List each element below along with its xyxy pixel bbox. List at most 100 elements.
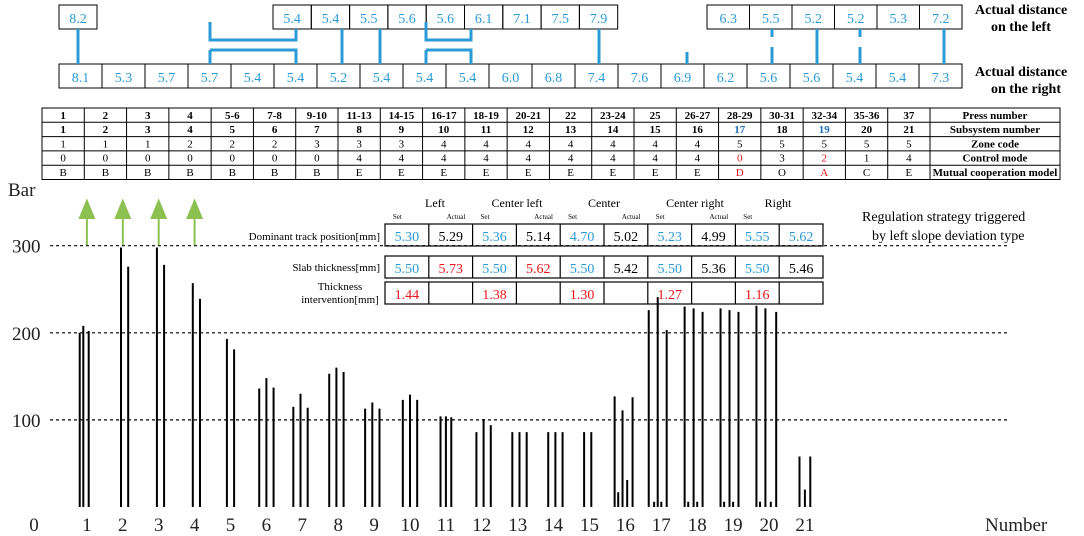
x-tick-label: 10 bbox=[401, 515, 420, 536]
x-tick-label: 7 bbox=[298, 515, 308, 536]
table-cell: 5 bbox=[822, 138, 828, 150]
right-distance-value: 6.2 bbox=[717, 71, 735, 86]
right-distance-value: 6.8 bbox=[545, 71, 563, 86]
table-cell: 14 bbox=[607, 124, 619, 136]
table-cell: 1 bbox=[60, 110, 66, 122]
x-tick-label: 21 bbox=[795, 515, 814, 536]
right-distance-value: 5.7 bbox=[201, 71, 219, 86]
table-cell: 19 bbox=[819, 124, 831, 136]
left-distance-value: 5.5 bbox=[762, 12, 780, 27]
regulation-value: 1.38 bbox=[482, 288, 507, 303]
table-cell: 0 bbox=[145, 153, 151, 165]
table-cell: 2 bbox=[822, 153, 828, 165]
regulation-value: 1.30 bbox=[570, 288, 595, 303]
regulation-value: 5.30 bbox=[395, 230, 420, 245]
zone-header: Center bbox=[588, 196, 620, 210]
table-cell: 4 bbox=[187, 124, 193, 136]
right-distance-value: 5.7 bbox=[158, 71, 176, 86]
left-distance-value: 5.4 bbox=[283, 12, 301, 27]
set-subheader: Set bbox=[656, 213, 665, 221]
table-cell: 18-19 bbox=[473, 110, 499, 122]
regulation-value: 4.99 bbox=[701, 230, 726, 245]
regulation-value: 5.55 bbox=[745, 230, 770, 245]
right-distance-value: 5.4 bbox=[459, 71, 477, 86]
regulation-value: 1.44 bbox=[395, 288, 420, 303]
left-distance-cell bbox=[919, 4, 963, 30]
table-cell: 4 bbox=[652, 138, 658, 150]
table-cell: 2 bbox=[230, 138, 236, 150]
table-cell: 0 bbox=[272, 153, 278, 165]
left-distance-value: 5.6 bbox=[398, 12, 416, 27]
table-cell: 22 bbox=[565, 110, 577, 122]
table-cell: O bbox=[778, 167, 786, 179]
y-tick-label: 100 bbox=[12, 411, 41, 432]
left-distance-value: 5.6 bbox=[437, 12, 455, 27]
table-cell: 2 bbox=[272, 138, 278, 150]
left-distance-label-2: on the left bbox=[991, 20, 1051, 35]
regulation-note-1: Regulation strategy triggered bbox=[862, 210, 1025, 225]
zone-header: Left bbox=[425, 196, 446, 210]
x-tick-label: 14 bbox=[544, 515, 564, 536]
table-cell: 4 bbox=[526, 153, 532, 165]
table-cell: 9-10 bbox=[307, 110, 328, 122]
regulation-value: 5.42 bbox=[614, 262, 639, 277]
table-cell: 28-29 bbox=[727, 110, 753, 122]
table-cell: 1 bbox=[145, 138, 151, 150]
intervention-label: intervention[mm] bbox=[301, 294, 379, 306]
table-cell: 4 bbox=[526, 138, 532, 150]
up-arrow-icon bbox=[78, 198, 96, 245]
left-distance-value: 6.3 bbox=[720, 12, 738, 27]
x-tick-label: 15 bbox=[580, 515, 599, 536]
table-cell: E bbox=[356, 167, 363, 179]
table-cell: 4 bbox=[483, 138, 489, 150]
table-cell: B bbox=[102, 167, 109, 179]
regulation-value: 5.02 bbox=[614, 230, 639, 245]
table-cell: 1 bbox=[103, 138, 109, 150]
table-cell: 3 bbox=[356, 138, 362, 150]
table-row-label: Zone code bbox=[971, 138, 1019, 150]
right-distance-value: 5.4 bbox=[889, 71, 907, 86]
table-cell: 3 bbox=[145, 124, 151, 136]
right-distance-value: 5.2 bbox=[330, 71, 348, 86]
right-distance-value: 7.3 bbox=[932, 71, 950, 86]
right-distance-label-1: Actual distance bbox=[975, 65, 1067, 80]
table-cell: 1 bbox=[864, 153, 870, 165]
slab-thickness-label: Slab thickness[mm] bbox=[292, 262, 380, 274]
regulation-value: 5.29 bbox=[438, 230, 463, 245]
table-cell: 7-8 bbox=[267, 110, 282, 122]
table-cell: 9 bbox=[399, 124, 405, 136]
table-cell: 35-36 bbox=[854, 110, 880, 122]
table-cell: C bbox=[863, 167, 870, 179]
table-cell: 20-21 bbox=[515, 110, 541, 122]
right-distance-value: 6.9 bbox=[674, 71, 692, 86]
set-subheader: Set bbox=[393, 213, 402, 221]
actual-distance-rows: 8.2 5.4 5.4 5.5 5.6 5.6 6.1 7.1 7.5 7.9 6.3 5.5 5.2 5… bbox=[58, 4, 963, 89]
table-cell: 4 bbox=[906, 153, 912, 165]
regulation-value: 4.70 bbox=[570, 230, 595, 245]
distance-connector bbox=[208, 22, 298, 42]
table-cell: 23-24 bbox=[600, 110, 626, 122]
up-arrow-icon bbox=[150, 198, 168, 245]
x-tick-label: 1 bbox=[82, 515, 92, 536]
table-cell: 1 bbox=[60, 138, 66, 150]
x-tick-label: 8 bbox=[333, 515, 343, 536]
table-cell: 4 bbox=[695, 153, 701, 165]
regulation-value: 5.50 bbox=[570, 262, 595, 277]
x-tick-label: 20 bbox=[760, 515, 779, 536]
table-row-label: Mutual cooperation model bbox=[933, 167, 1058, 179]
table-cell: 3 bbox=[145, 110, 151, 122]
table-cell: 5 bbox=[864, 138, 870, 150]
right-distance-value: 5.4 bbox=[416, 71, 434, 86]
left-distance-value: 5.4 bbox=[322, 12, 340, 27]
table-cell: 0 bbox=[230, 153, 236, 165]
regulation-value: 5.50 bbox=[745, 262, 770, 277]
regulation-value: 5.50 bbox=[395, 262, 420, 277]
table-cell: 4 bbox=[187, 110, 193, 122]
table-row-label: Control mode bbox=[963, 153, 1028, 165]
y-tick-label: 200 bbox=[12, 324, 41, 345]
right-distance-value: 5.4 bbox=[846, 71, 864, 86]
table-cell: E bbox=[609, 167, 616, 179]
table-cell: 4 bbox=[568, 153, 574, 165]
x-tick-label: 2 bbox=[118, 515, 128, 536]
